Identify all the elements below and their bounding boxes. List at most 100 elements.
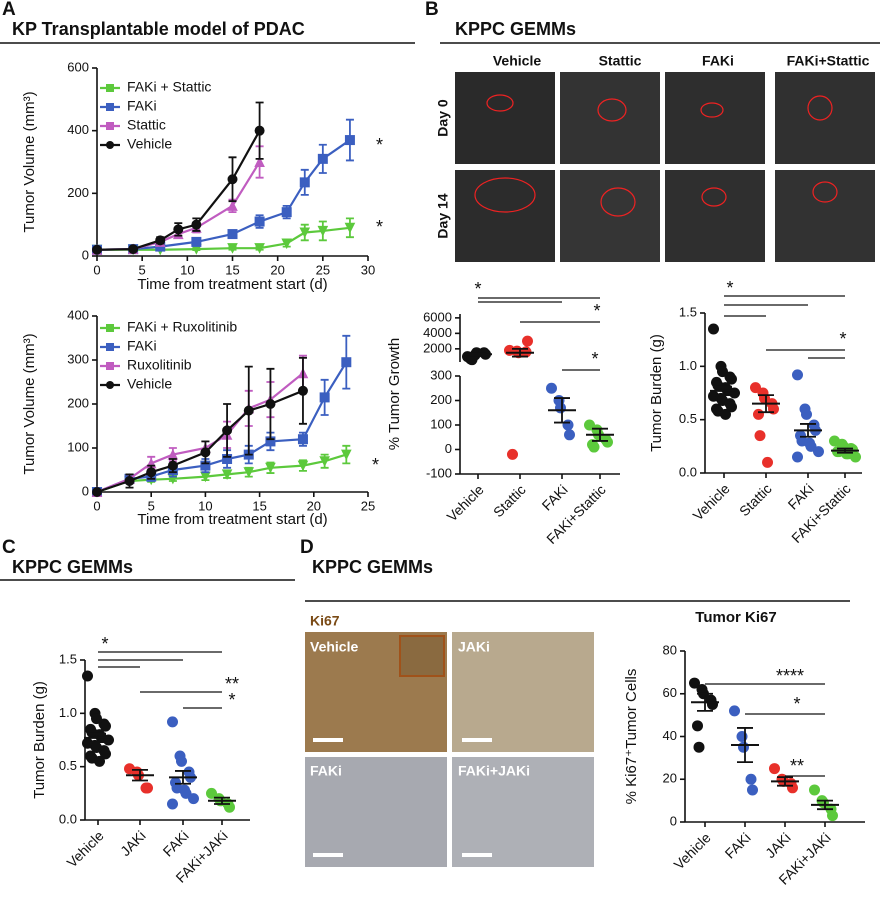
- x-tick-label: FAKi: [539, 481, 571, 513]
- sem-bar: [800, 423, 816, 438]
- data-point: [507, 448, 518, 460]
- significance: **: [225, 674, 239, 694]
- marker: [146, 467, 157, 478]
- marker: [254, 125, 265, 136]
- image-column-label: Stattic: [599, 53, 642, 69]
- x-tick-label: 30: [361, 262, 375, 277]
- sem-bar: [554, 397, 570, 424]
- x-tick-label: 10: [198, 498, 212, 513]
- marker: [341, 357, 352, 368]
- legend-marker: [106, 84, 114, 92]
- data-point: [726, 373, 737, 385]
- x-tick-label: FAKi: [722, 829, 754, 861]
- data-point: [142, 782, 153, 794]
- legend-marker: [106, 381, 114, 389]
- x-tick-label: FAKi: [160, 827, 192, 859]
- significance: *: [228, 690, 235, 710]
- y-tick-label: 100: [67, 439, 89, 454]
- data-point: [466, 354, 478, 366]
- legend-label: FAKi + Ruxolitinib: [127, 319, 237, 335]
- data-point: [809, 784, 820, 796]
- y-axis-label: Tumor Burden (g): [31, 681, 48, 799]
- x-tick-label: 20: [307, 498, 321, 513]
- data-point: [762, 456, 773, 468]
- panel-letter: C: [2, 537, 16, 558]
- data-point: [522, 335, 533, 347]
- legend-label: Vehicle: [127, 376, 172, 392]
- x-tick-label: 15: [225, 262, 239, 277]
- image-column-label: Vehicle: [493, 53, 541, 69]
- panel-title: KP Transplantable model of PDAC: [12, 19, 305, 39]
- panel-title: KPPC GEMMs: [312, 557, 433, 577]
- marker: [297, 385, 308, 396]
- y-axis-label: % Ki67⁺Tumor Cells: [623, 669, 640, 805]
- y-tick-label: 1.5: [59, 651, 77, 666]
- marker: [297, 460, 309, 472]
- data-point: [588, 441, 600, 453]
- x-tick-label: Vehicle: [670, 829, 713, 872]
- y-axis-label: Tumor Volume (mm³): [21, 91, 38, 232]
- marker: [191, 219, 202, 230]
- marker: [243, 467, 255, 478]
- marker: [299, 177, 310, 188]
- data-point: [689, 677, 700, 689]
- marker: [155, 235, 166, 246]
- y-tick-label: 200: [430, 392, 452, 407]
- marker: [254, 243, 265, 254]
- y-tick-label: 4000: [423, 325, 452, 340]
- y-tick-label: 300: [430, 367, 452, 382]
- y-tick-label: 400: [67, 122, 89, 137]
- y-tick-label: 0.5: [679, 411, 697, 426]
- marker: [124, 476, 135, 486]
- y-axis-label: Tumor Burden (g): [648, 334, 665, 452]
- data-point: [693, 741, 705, 753]
- legend-label: Vehicle: [127, 136, 172, 152]
- x-tick-label: Vehicle: [689, 480, 732, 523]
- sem-bar: [697, 692, 713, 712]
- x-tick-label: 5: [148, 498, 155, 513]
- data-point: [747, 784, 758, 796]
- data-point: [726, 401, 737, 413]
- marker: [341, 449, 352, 461]
- y-tick-label: 1.0: [59, 705, 77, 720]
- y-tick-label: 2000: [423, 340, 452, 355]
- y-tick-label: 6000: [423, 309, 452, 324]
- stain-label: Ki67: [310, 613, 340, 629]
- sem-bar: [592, 427, 608, 442]
- image-column-label: FAKi+Stattic: [787, 53, 870, 69]
- x-tick-label: Stattic: [736, 480, 775, 519]
- x-tick-label: 0: [93, 498, 100, 513]
- x-tick-label: 5: [139, 262, 146, 277]
- data-point: [100, 748, 111, 760]
- data-point: [850, 451, 861, 463]
- x-tick-label: 25: [316, 262, 330, 277]
- marker: [317, 153, 328, 164]
- data-point: [176, 755, 187, 767]
- legend-marker: [106, 324, 114, 332]
- y-tick-label: 20: [663, 771, 677, 786]
- y-tick-label: 0.5: [59, 758, 77, 773]
- legend-label: Stattic: [127, 117, 166, 133]
- ultrasound-grid: [455, 72, 875, 262]
- marker: [265, 399, 276, 409]
- y-tick-label: 0: [670, 813, 677, 828]
- y-tick-label: -100: [426, 465, 452, 480]
- data-point: [720, 408, 731, 420]
- significance: *: [474, 279, 481, 299]
- data-point: [692, 720, 703, 732]
- data-point: [754, 430, 766, 442]
- data-point: [792, 369, 803, 381]
- ihc-grid: [305, 632, 594, 867]
- marker: [281, 207, 292, 218]
- y-tick-label: 400: [67, 307, 89, 322]
- image-label: FAKi: [310, 763, 342, 779]
- marker: [227, 243, 238, 254]
- marker: [265, 462, 276, 474]
- data-point: [167, 798, 178, 810]
- marker: [254, 156, 265, 167]
- y-tick-label: 200: [67, 395, 89, 410]
- significance: *: [591, 349, 598, 369]
- data-point: [813, 446, 824, 458]
- sem-bar: [737, 727, 753, 764]
- marker: [227, 229, 238, 240]
